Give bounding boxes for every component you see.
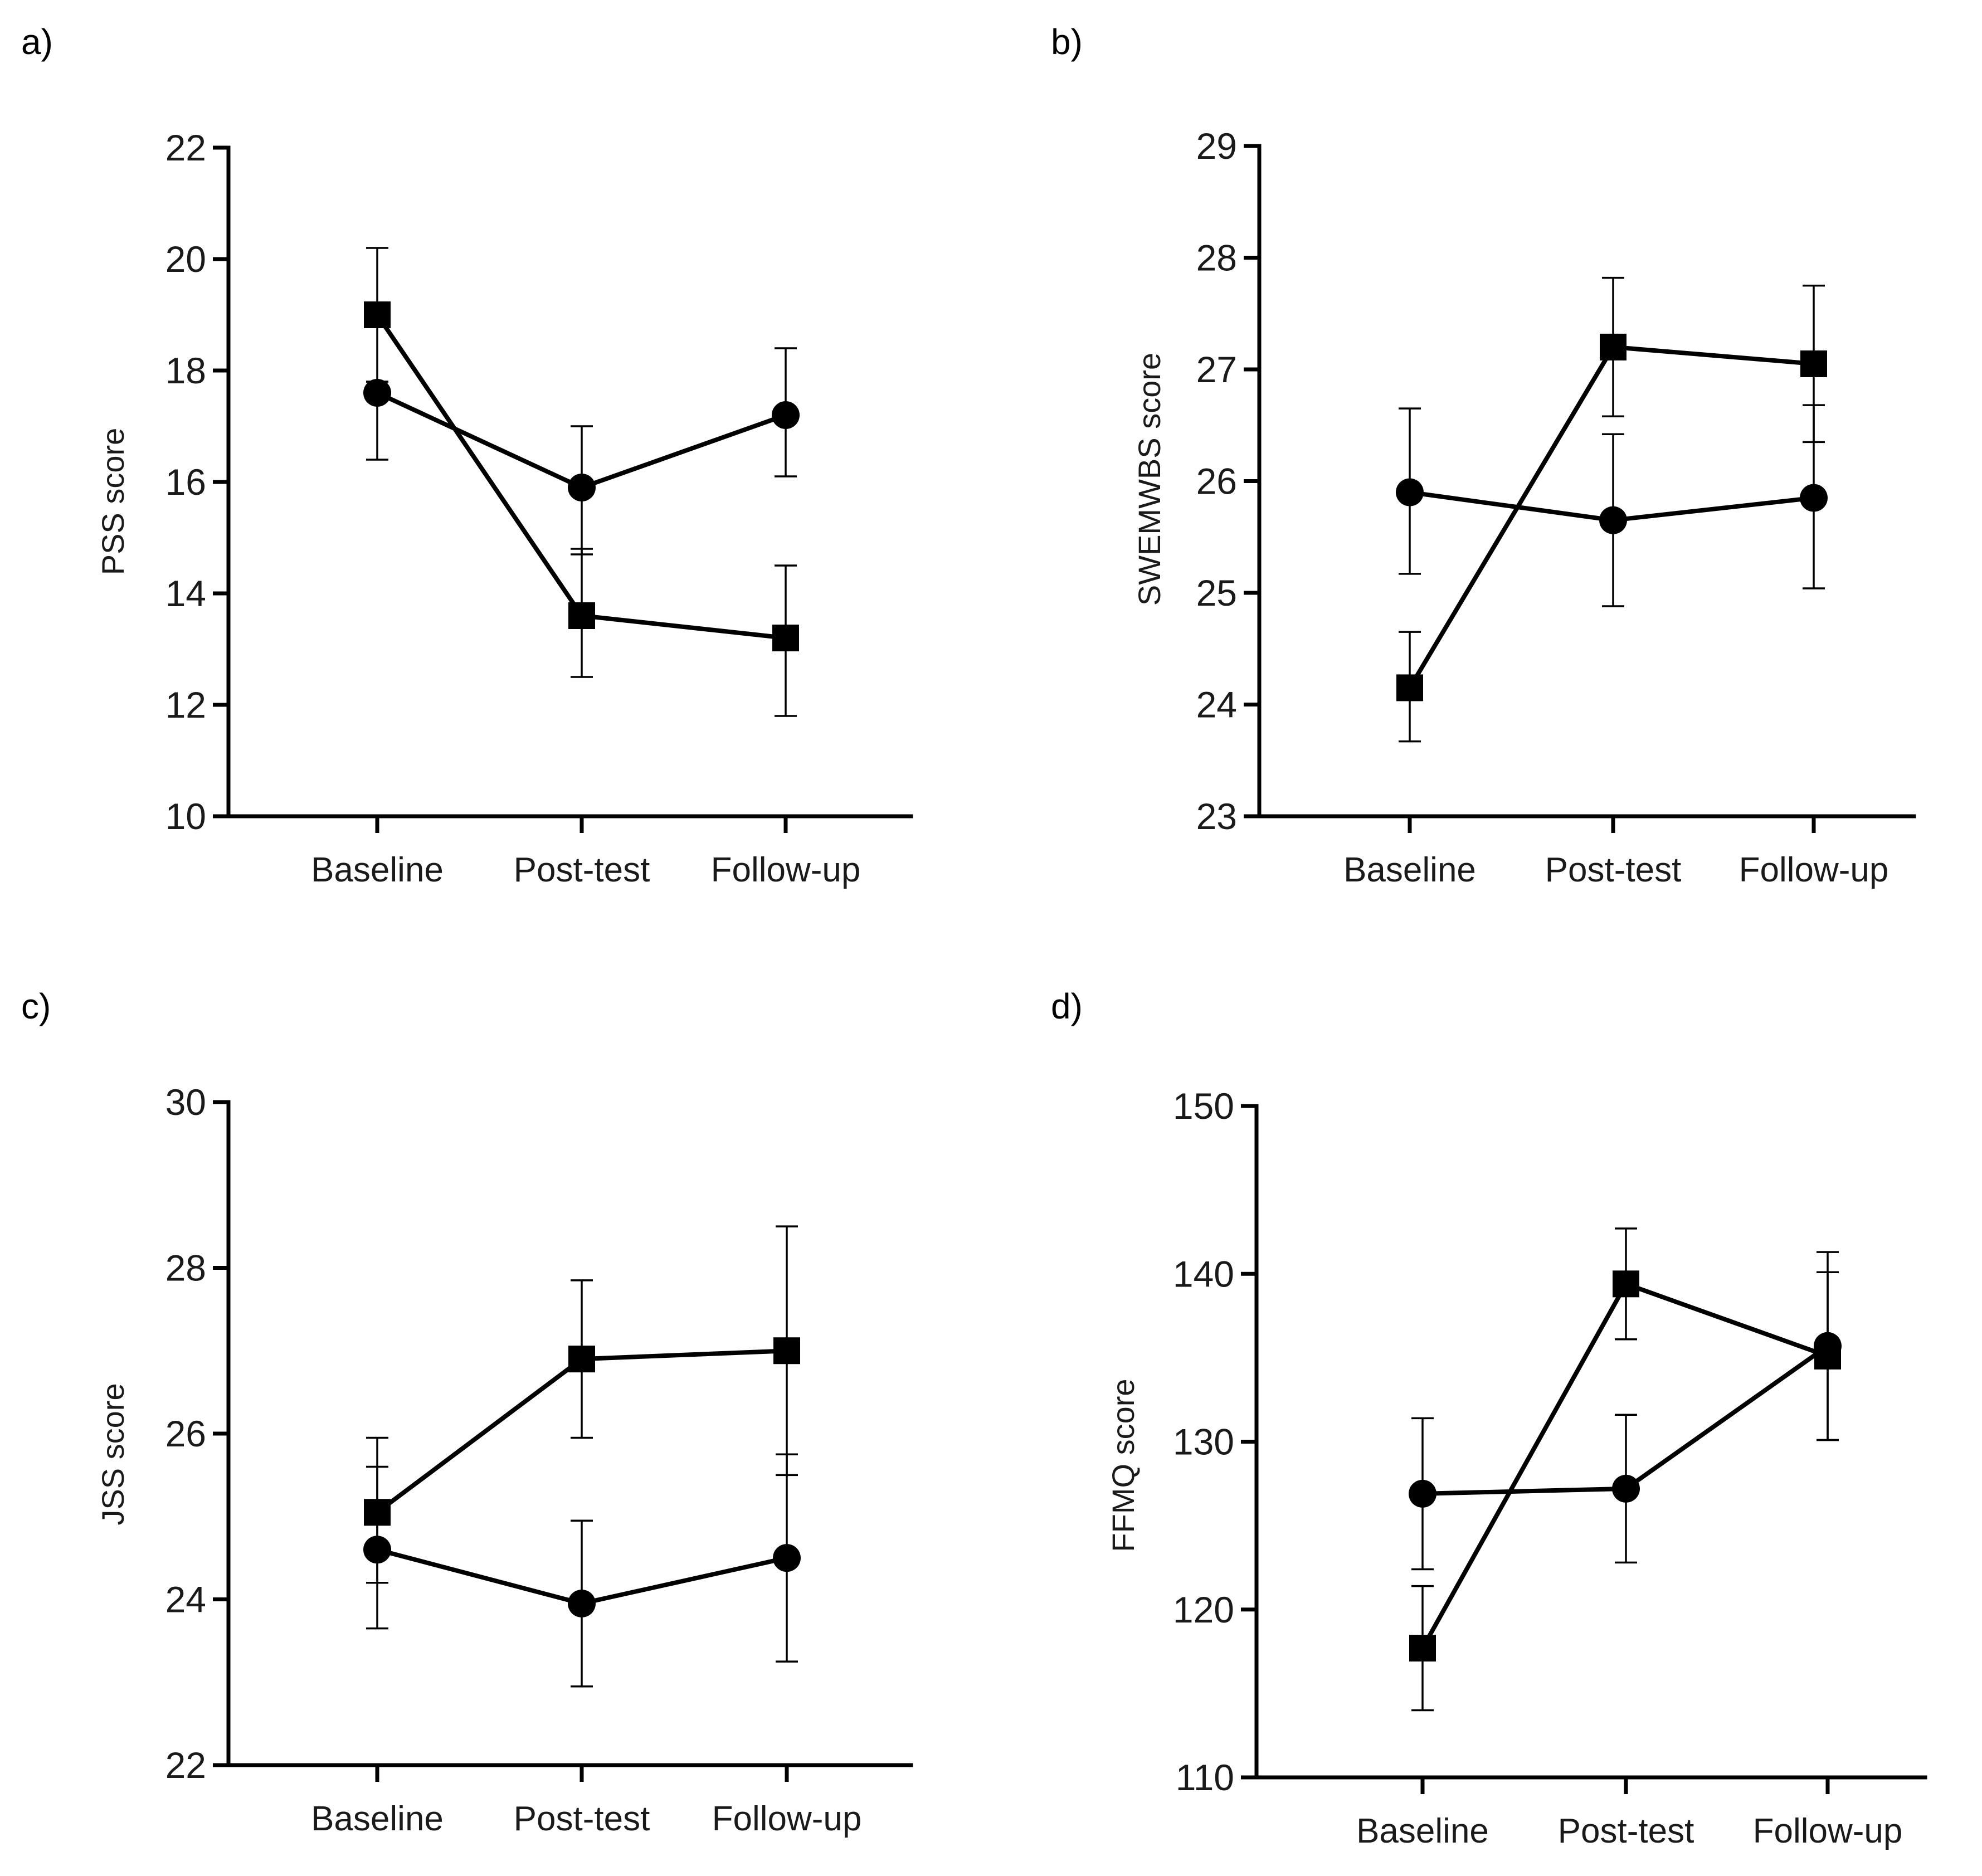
panel-c-circle-marker [568,1589,596,1617]
panel-b-circle-marker [1599,506,1627,534]
panel-b-y-tick-label: 23 [1196,796,1237,837]
panel-a-x-tick-label: Post-test [514,851,650,889]
panel-d-x-tick-label: Follow-up [1753,1812,1903,1850]
panel-a-x-tick-label: Baseline [311,851,444,889]
panel-d-label: d) [1051,986,1083,1026]
panel-b-circle-marker [1396,478,1424,506]
panel-b-y-axis-title: SWEMWBS score [1132,353,1167,606]
panel-c-y-tick-label: 28 [165,1248,206,1289]
panel-b-y-tick-label: 27 [1196,349,1237,390]
panel-b-square-marker [1396,674,1423,701]
panel-a-circle-marker [568,474,596,501]
panel-b-circle-marker [1800,484,1828,512]
panel-a-y-tick-label: 20 [165,238,206,280]
panel-c-circle-marker [363,1536,391,1564]
panel-c-circle-marker [773,1544,801,1572]
panel-c: c) JSS score 22 24 26 28 30 Baseline Post-test… [21,986,913,1838]
panel-a-square-marker [568,602,595,629]
panel-b-plot: 23 24 25 26 27 28 29 Baseline Post-test Follow-up [1196,125,1916,889]
panel-c-plot: 22 24 26 28 30 Baseline Post-test Follow-up [165,1081,913,1838]
panel-a-circle-marker [363,379,391,407]
panel-d-x-tick-label: Post-test [1558,1812,1694,1850]
panel-b-y-tick-label: 29 [1196,125,1237,167]
panel-a-y-tick-label: 16 [165,461,206,503]
panel-a-y-tick-label: 22 [165,127,206,168]
panel-d-y-tick-label: 130 [1173,1421,1234,1463]
panel-c-square-marker [568,1346,595,1373]
panel-c-y-tick-label: 22 [165,1745,206,1786]
panel-c-y-tick-label: 30 [165,1081,206,1123]
panel-d-y-tick-label: 110 [1176,1757,1234,1798]
panel-d-circle-marker [1814,1332,1842,1360]
panel-d-y-axis-title: FFMQ score [1106,1378,1141,1552]
panel-a-square-marker [364,301,391,328]
panel-b-x-tick-label: Post-test [1545,851,1682,889]
panel-d-y-tick-label: 120 [1173,1589,1234,1630]
panel-a-y-tick-label: 14 [165,573,206,614]
panel-a-circle-marker [772,401,800,429]
panel-d-circle-marker [1612,1474,1640,1503]
panel-a-y-axis-title: PSS score [95,428,130,576]
panel-c-square-marker [773,1337,800,1365]
panel-a-square-marker [772,625,799,651]
panel-b-label: b) [1051,22,1083,62]
panel-b-square-marker [1600,333,1626,360]
panel-b-y-tick-label: 24 [1196,684,1237,725]
panel-d-square-marker [1409,1635,1436,1662]
panel-a-y-tick-label: 12 [165,684,206,725]
panel-b-square-marker [1800,350,1827,377]
panel-a: a) PSS score 10 12 14 16 18 20 22 Baseline Post-… [21,22,913,889]
panel-b-y-tick-label: 28 [1196,237,1237,279]
panel-b: b) SWEMWBS score 23 24 25 26 27 28 29 Baseline P… [1051,22,1916,889]
panel-c-x-tick-label: Post-test [514,1800,650,1838]
panel-c-y-tick-label: 24 [165,1579,206,1620]
panel-b-x-tick-label: Follow-up [1739,851,1889,889]
panel-a-y-tick-label: 10 [165,796,206,837]
panel-d-y-tick-label: 140 [1173,1253,1234,1294]
panel-a-plot: 10 12 14 16 18 20 22 Baseline Post-test Follow-up [165,127,913,889]
panel-d-x-tick-label: Baseline [1356,1812,1489,1850]
panel-c-y-tick-label: 26 [165,1413,206,1454]
panel-c-label: c) [21,986,51,1026]
panel-a-y-tick-label: 18 [165,350,206,391]
panel-d-y-tick-label: 150 [1173,1085,1234,1127]
panel-d-circle-marker [1409,1479,1436,1508]
panel-c-y-axis-title: JSS score [95,1383,130,1525]
panel-b-x-tick-label: Baseline [1343,851,1476,889]
panel-c-x-tick-label: Baseline [311,1800,444,1838]
panel-b-y-tick-label: 26 [1196,461,1237,502]
panel-d-square-marker [1613,1270,1639,1298]
panel-d-plot: 110 120 130 140 150 Baseline Post-test Follow-u… [1173,1085,1927,1850]
panel-c-x-tick-label: Follow-up [712,1800,862,1838]
panel-d: d) FFMQ score 110 120 130 140 150 Baseline Pos… [1051,986,1927,1850]
panel-a-label: a) [21,22,53,62]
panel-a-x-tick-label: Follow-up [711,851,861,889]
panel-b-y-tick-label: 25 [1196,572,1237,613]
